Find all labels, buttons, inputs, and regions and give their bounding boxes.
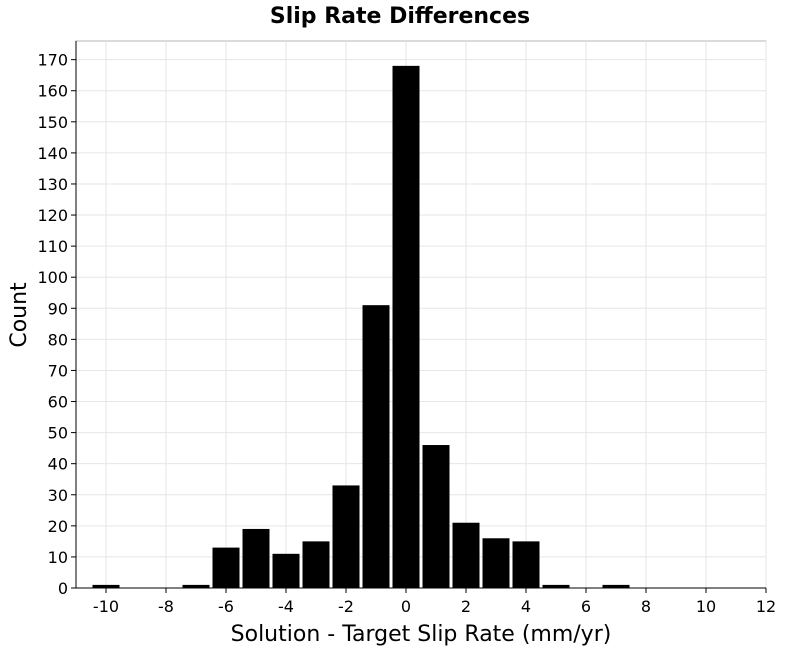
y-axis-title: Count xyxy=(7,282,32,348)
histogram-bar xyxy=(302,541,330,588)
y-tick-label: 60 xyxy=(48,393,68,412)
histogram-bar xyxy=(332,485,360,588)
y-tick-label: 130 xyxy=(37,175,68,194)
x-tick-label: 8 xyxy=(641,597,651,616)
y-tick-label: 140 xyxy=(37,144,68,163)
y-tick-label: 110 xyxy=(37,237,68,256)
x-tick-label: -6 xyxy=(218,597,234,616)
y-tick-label: 170 xyxy=(37,51,68,70)
histogram-bar xyxy=(422,445,450,588)
histogram-bar xyxy=(392,65,420,588)
y-tick-label: 80 xyxy=(48,330,68,349)
plot-area xyxy=(75,40,767,589)
x-axis: -10 -8 -6 -4 -2 0 2 4 6 8 10 12 xyxy=(76,587,776,616)
y-tick-label: 50 xyxy=(48,424,68,443)
histogram-bar xyxy=(182,584,210,588)
histogram-bar xyxy=(272,553,300,588)
x-tick-label: 2 xyxy=(461,597,471,616)
y-tick-label: 10 xyxy=(48,548,68,567)
histogram-bar xyxy=(512,541,540,588)
histogram-bar xyxy=(242,528,270,588)
y-tick-label: 70 xyxy=(48,361,68,380)
x-tick-label: -4 xyxy=(278,597,294,616)
histogram-bar xyxy=(542,584,570,588)
y-tick-label: 120 xyxy=(37,206,68,225)
y-tick-label: 160 xyxy=(37,82,68,101)
y-axis: 0 10 20 30 40 50 60 70 80 90 100 110 120 130 140 150 160… xyxy=(37,41,77,598)
x-tick-label: -10 xyxy=(93,597,119,616)
y-tick-label: 40 xyxy=(48,455,68,474)
x-tick-label: 10 xyxy=(696,597,716,616)
histogram-bar xyxy=(362,305,390,588)
histogram-bar xyxy=(452,522,480,588)
x-axis-title: Solution - Target Slip Rate (mm/yr) xyxy=(231,622,612,647)
x-tick-label: -2 xyxy=(338,597,354,616)
x-tick-label: 6 xyxy=(581,597,591,616)
y-tick-label: 0 xyxy=(58,579,68,598)
x-tick-label: 12 xyxy=(756,597,776,616)
x-tick-label: -8 xyxy=(158,597,174,616)
y-tick-label: 100 xyxy=(37,268,68,287)
x-tick-label: 0 xyxy=(401,597,411,616)
histogram-bar xyxy=(212,547,240,588)
y-tick-label: 30 xyxy=(48,486,68,505)
chart-title: Slip Rate Differences xyxy=(270,4,530,29)
y-tick-label: 90 xyxy=(48,299,68,318)
x-tick-label: 4 xyxy=(521,597,531,616)
histogram-bar xyxy=(92,584,120,588)
histogram-bar xyxy=(602,584,630,588)
histogram-bar xyxy=(482,538,510,588)
y-tick-label: 150 xyxy=(37,113,68,132)
bars-group xyxy=(92,65,630,588)
y-tick-label: 20 xyxy=(48,517,68,536)
